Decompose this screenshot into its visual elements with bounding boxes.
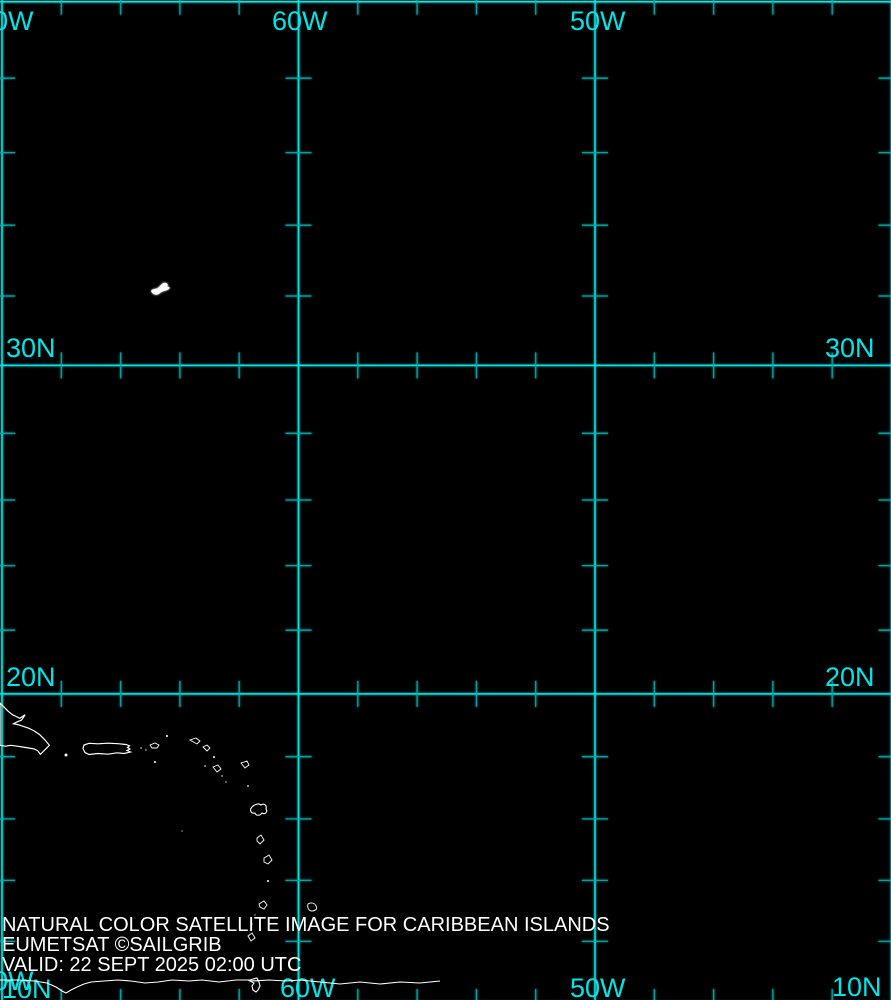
svg-text:10N: 10N (2, 974, 52, 1000)
svg-text:50W: 50W (570, 973, 626, 1000)
svg-text:10N: 10N (832, 972, 882, 1000)
svg-text:50W: 50W (570, 6, 626, 36)
svg-text:NATURAL COLOR SATELLITE IMAGE: NATURAL COLOR SATELLITE IMAGE FOR CARIBB… (2, 914, 610, 936)
svg-text:70W: 70W (0, 6, 34, 36)
svg-text:60W: 60W (280, 973, 336, 1000)
svg-text:30N: 30N (6, 333, 56, 363)
svg-text:VALID: 22 SEPT 2025 02:00 UTC: VALID: 22 SEPT 2025 02:00 UTC (2, 954, 301, 976)
svg-text:60W: 60W (272, 6, 328, 36)
svg-text:EUMETSAT ©SAILGRIB: EUMETSAT ©SAILGRIB (2, 934, 222, 956)
svg-text:20N: 20N (825, 662, 875, 692)
svg-text:30N: 30N (825, 333, 875, 363)
svg-text:20N: 20N (6, 662, 56, 692)
